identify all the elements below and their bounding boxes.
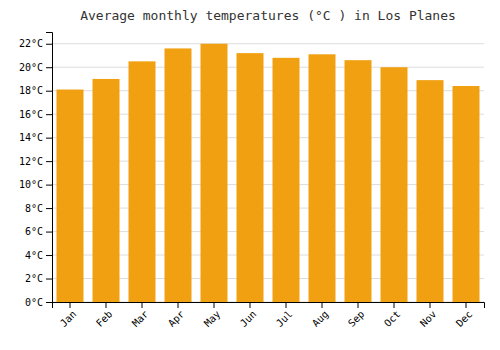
x-tick-mark bbox=[106, 302, 107, 308]
y-tick-label: 0°C bbox=[25, 297, 43, 308]
bar bbox=[453, 86, 480, 302]
x-tick: Jun bbox=[238, 302, 259, 329]
bar bbox=[273, 58, 300, 302]
x-tick: Dec bbox=[454, 302, 475, 329]
bar bbox=[345, 60, 372, 302]
x-tick: Feb bbox=[94, 302, 115, 329]
bar bbox=[93, 79, 120, 302]
y-tick: 4°C bbox=[25, 250, 52, 261]
y-tick-label: 12°C bbox=[19, 156, 43, 167]
y-tick-mark bbox=[46, 44, 52, 45]
title: Average monthly temperatures (°C ) in Lo… bbox=[80, 8, 456, 23]
x-tick-label: Dec bbox=[454, 308, 475, 329]
y-tick: 22°C bbox=[19, 38, 52, 49]
x-tick-label: Jul bbox=[274, 308, 295, 329]
bar bbox=[237, 53, 264, 302]
y-tick-mark bbox=[46, 91, 52, 92]
x-tick-label: Nov bbox=[418, 308, 439, 329]
x-tick-mark bbox=[286, 302, 287, 308]
y-tick-mark bbox=[46, 161, 52, 162]
y-axis-line bbox=[46, 33, 53, 303]
y-tick-label: 20°C bbox=[19, 62, 43, 73]
y-tick-label: 2°C bbox=[25, 273, 43, 284]
y-tick-mark bbox=[46, 279, 52, 280]
y-tick: 2°C bbox=[25, 273, 52, 284]
x-tick-label: Mar bbox=[130, 308, 151, 329]
x-tick-mark bbox=[322, 302, 323, 308]
x-tick-mark bbox=[394, 302, 395, 308]
y-tick-mark bbox=[46, 255, 52, 256]
y-tick: 16°C bbox=[19, 109, 52, 120]
x-tick-mark bbox=[466, 302, 467, 308]
x-tick: Mar bbox=[130, 302, 151, 329]
x-tick-label: Jan bbox=[58, 308, 79, 329]
y-tick-label: 4°C bbox=[25, 250, 43, 261]
y-tick-mark bbox=[46, 138, 52, 139]
x-tick: Aug bbox=[310, 302, 331, 329]
x-tick: Nov bbox=[418, 302, 439, 329]
grid-line bbox=[52, 43, 484, 44]
grid bbox=[52, 44, 484, 302]
x-tick-label: May bbox=[202, 308, 223, 329]
x-tick-label: Sep bbox=[346, 308, 367, 329]
x-tick-mark bbox=[142, 302, 143, 308]
y-tick-label: 10°C bbox=[19, 179, 43, 190]
y-tick: 12°C bbox=[19, 156, 52, 167]
x-tick: Jul bbox=[274, 302, 295, 329]
y-tick-mark bbox=[46, 67, 52, 68]
y-tick-mark bbox=[46, 114, 52, 115]
x-tick: Oct bbox=[382, 302, 403, 329]
y-tick: 14°C bbox=[19, 132, 52, 143]
x-tick: Sep bbox=[346, 302, 367, 329]
y-tick-mark bbox=[46, 232, 52, 233]
x-tick-label: Aug bbox=[310, 308, 331, 329]
x-tick: Jan bbox=[58, 302, 79, 329]
x-tick-mark bbox=[250, 302, 251, 308]
chart: 0°C 2°C 4°C 6°C 8°C 10°C 12°C 14°C 16°C 18°C 20°C 2… bbox=[0, 0, 500, 350]
x-tick-mark bbox=[70, 302, 71, 308]
x-tick-mark bbox=[358, 302, 359, 308]
x-tick-label: Apr bbox=[166, 308, 187, 329]
bar bbox=[165, 48, 192, 302]
x-tick: May bbox=[202, 302, 223, 329]
y-tick: 0°C bbox=[25, 297, 52, 308]
y-tick-label: 22°C bbox=[19, 38, 43, 49]
y-tick: 10°C bbox=[19, 179, 52, 190]
x-tick-mark bbox=[430, 302, 431, 308]
x-tick-mark bbox=[214, 302, 215, 308]
y-tick-label: 18°C bbox=[19, 85, 43, 96]
bars bbox=[57, 44, 480, 302]
y-tick-label: 16°C bbox=[19, 109, 43, 120]
grid-line bbox=[52, 67, 484, 68]
y-tick-label: 8°C bbox=[25, 203, 43, 214]
bar bbox=[201, 44, 228, 302]
bar bbox=[417, 80, 444, 302]
x-tick-label: Jun bbox=[238, 308, 259, 329]
y-tick-mark bbox=[46, 302, 52, 303]
y-tick-label: 14°C bbox=[19, 132, 43, 143]
bar bbox=[57, 90, 84, 302]
x-tick: Apr bbox=[166, 302, 187, 329]
x-tick-mark bbox=[178, 302, 179, 308]
x-axis: Jan Feb Mar Apr May Jun Jul Aug Sep Oct Nov Dec bbox=[53, 302, 485, 329]
y-tick: 6°C bbox=[25, 226, 52, 237]
y-axis: 0°C 2°C 4°C 6°C 8°C 10°C 12°C 14°C 16°C 18°C 20°C 2… bbox=[19, 33, 53, 308]
y-tick: 8°C bbox=[25, 203, 52, 214]
x-tick-label: Oct bbox=[382, 308, 403, 329]
y-tick-mark bbox=[46, 208, 52, 209]
y-tick: 18°C bbox=[19, 85, 52, 96]
bar bbox=[129, 61, 156, 302]
y-tick: 20°C bbox=[19, 62, 52, 73]
bar bbox=[309, 54, 336, 302]
y-tick-label: 6°C bbox=[25, 226, 43, 237]
plot: 0°C 2°C 4°C 6°C 8°C 10°C 12°C 14°C 16°C 18°C 20°C 2… bbox=[19, 33, 485, 329]
y-tick-mark bbox=[46, 185, 52, 186]
x-tick-label: Feb bbox=[94, 308, 115, 329]
x-axis-line bbox=[53, 303, 485, 309]
bar bbox=[381, 67, 408, 302]
